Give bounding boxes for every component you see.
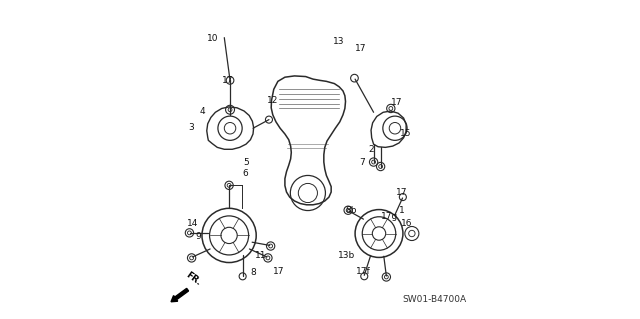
- Text: 12: 12: [267, 96, 278, 105]
- Text: 3: 3: [188, 123, 194, 132]
- Text: 6: 6: [242, 169, 248, 178]
- Text: 4: 4: [199, 107, 205, 116]
- Text: 17: 17: [222, 76, 234, 85]
- Text: 17: 17: [355, 44, 367, 53]
- Text: 7: 7: [360, 158, 365, 167]
- Text: 17: 17: [273, 267, 285, 276]
- Text: 14: 14: [187, 219, 198, 228]
- Text: 8b: 8b: [346, 206, 357, 215]
- Text: 17: 17: [392, 98, 403, 107]
- Text: 15: 15: [401, 130, 412, 138]
- Text: 9: 9: [195, 232, 201, 241]
- Text: 8: 8: [251, 268, 257, 277]
- Text: 5: 5: [244, 158, 250, 167]
- Text: 13: 13: [333, 37, 345, 46]
- Text: 17: 17: [396, 189, 407, 197]
- Text: 2: 2: [368, 145, 374, 154]
- Text: 10: 10: [207, 34, 218, 43]
- Text: 13b: 13b: [337, 251, 355, 260]
- Text: 1: 1: [399, 206, 404, 215]
- Text: 17f: 17f: [356, 267, 371, 276]
- Text: 11: 11: [255, 251, 267, 260]
- Text: SW01-B4700A: SW01-B4700A: [402, 295, 467, 304]
- Text: 16: 16: [401, 219, 413, 228]
- FancyArrow shape: [171, 288, 189, 302]
- Text: 17g: 17g: [381, 212, 398, 221]
- Text: FR.: FR.: [184, 271, 202, 288]
